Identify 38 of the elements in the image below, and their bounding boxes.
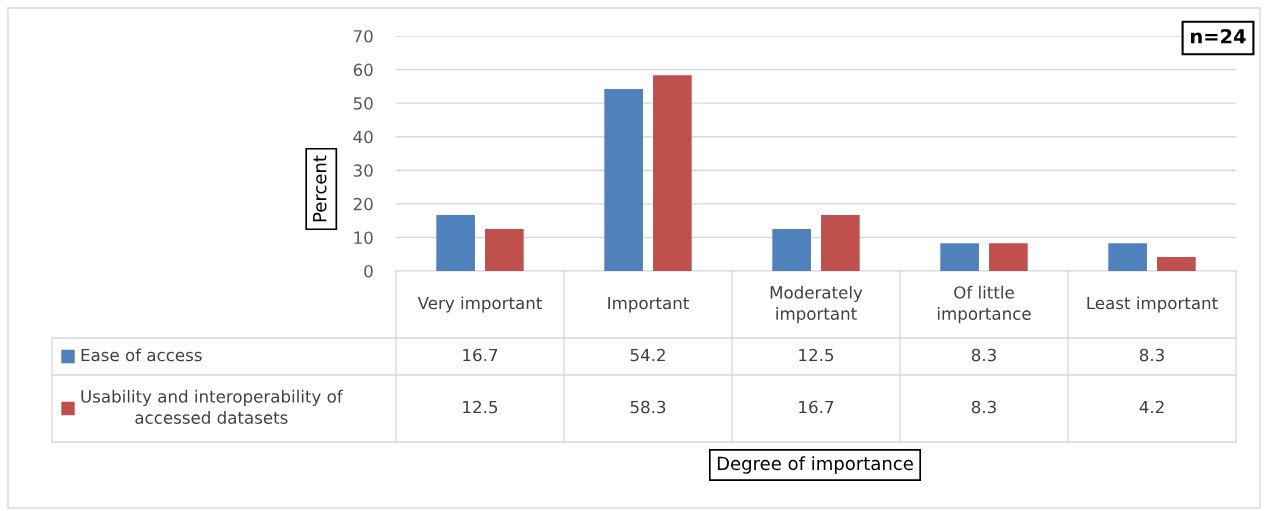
x-tick-label: Least important (1087, 296, 1218, 313)
bar (1108, 243, 1147, 271)
x-tick-label: Important (608, 296, 689, 313)
bar (1157, 256, 1196, 271)
y-tick-label: 50 (353, 97, 373, 110)
text: Degree of importance (717, 456, 913, 474)
bar (940, 243, 979, 271)
data-label: 12.5 (463, 400, 498, 414)
data-label: 8.3 (971, 400, 996, 414)
data-label: 8.3 (971, 348, 996, 362)
bar (485, 229, 524, 271)
annotation: n=24 (1191, 28, 1246, 44)
data-label: 8.3 (1139, 348, 1164, 362)
y-tick-label: 70 (353, 29, 373, 43)
bar (772, 229, 811, 271)
legend-label: Ease of access (81, 348, 202, 362)
data-label: 4.2 (1139, 400, 1164, 414)
y-axis-title: Percent (313, 155, 327, 222)
x-tick-label: Of little importance (937, 285, 1031, 324)
bar (989, 243, 1028, 271)
data-label: 58.3 (630, 400, 666, 414)
y-tick-label: 60 (353, 63, 373, 77)
bar (436, 214, 475, 271)
data-label: 16.7 (799, 400, 834, 414)
bar (604, 89, 643, 271)
y-tick-label: 0 (364, 264, 373, 278)
y-tick-label: 30 (353, 164, 373, 177)
x-tick-label: Very important (417, 296, 542, 313)
x-tick-label: Moderately important (770, 285, 863, 324)
y-tick-label: 20 (353, 197, 373, 211)
data-label: 12.5 (799, 348, 834, 362)
data-label: 16.7 (463, 348, 498, 362)
bar (821, 214, 860, 271)
y-tick-label: 40 (353, 130, 373, 144)
bar (653, 75, 692, 271)
y-tick-label: 10 (354, 231, 373, 244)
legend-label: Usability and interoperability of accessed datasets (81, 389, 344, 424)
data-label: 54.2 (630, 348, 665, 362)
